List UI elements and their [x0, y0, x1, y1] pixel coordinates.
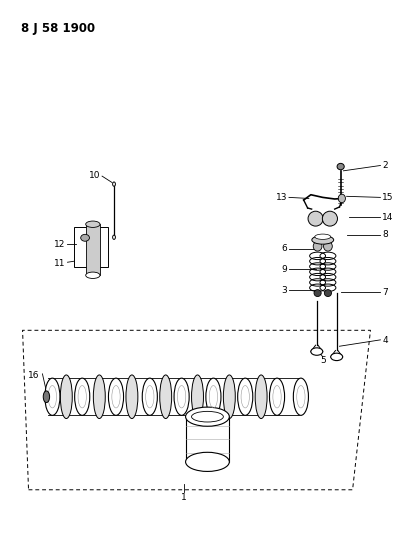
Text: 12: 12	[54, 240, 65, 249]
Text: 6: 6	[281, 245, 287, 254]
Ellipse shape	[113, 235, 115, 239]
Ellipse shape	[86, 272, 100, 278]
Bar	[186, 417, 229, 462]
Bar	[86, 224, 100, 275]
Ellipse shape	[312, 236, 334, 244]
Ellipse shape	[113, 182, 115, 186]
Bar	[74, 227, 108, 266]
Text: 2: 2	[382, 161, 388, 170]
Ellipse shape	[269, 378, 284, 415]
Ellipse shape	[43, 391, 49, 402]
Text: 9: 9	[281, 265, 287, 273]
Ellipse shape	[331, 353, 343, 361]
Text: 1: 1	[181, 493, 186, 502]
Text: 15: 15	[382, 193, 394, 202]
Ellipse shape	[160, 375, 172, 418]
Ellipse shape	[324, 289, 332, 296]
Ellipse shape	[206, 378, 221, 415]
Text: 11: 11	[53, 259, 65, 268]
Ellipse shape	[238, 378, 253, 415]
Text: 7: 7	[382, 287, 388, 296]
Ellipse shape	[311, 348, 323, 356]
Ellipse shape	[186, 407, 229, 426]
Ellipse shape	[192, 375, 203, 418]
Text: 16: 16	[28, 371, 40, 380]
Ellipse shape	[322, 211, 338, 226]
Text: 5: 5	[320, 356, 326, 365]
Ellipse shape	[255, 375, 267, 418]
Ellipse shape	[75, 378, 90, 415]
Ellipse shape	[86, 221, 100, 228]
Ellipse shape	[142, 378, 157, 415]
Ellipse shape	[126, 375, 138, 418]
Ellipse shape	[324, 241, 332, 251]
Text: 8 J 58 1900: 8 J 58 1900	[21, 22, 95, 35]
Ellipse shape	[192, 411, 223, 422]
Ellipse shape	[174, 378, 189, 415]
Ellipse shape	[186, 453, 229, 471]
Ellipse shape	[293, 378, 308, 415]
Ellipse shape	[314, 289, 321, 296]
Ellipse shape	[81, 235, 89, 241]
Ellipse shape	[315, 234, 331, 239]
Ellipse shape	[313, 241, 322, 251]
Ellipse shape	[109, 378, 124, 415]
Text: 3: 3	[281, 286, 287, 295]
Text: 8: 8	[382, 230, 388, 239]
Text: 4: 4	[382, 336, 388, 345]
Ellipse shape	[338, 194, 346, 203]
Text: 10: 10	[89, 171, 100, 180]
Ellipse shape	[223, 375, 235, 418]
Ellipse shape	[45, 378, 60, 415]
Ellipse shape	[60, 375, 72, 418]
Ellipse shape	[337, 164, 344, 169]
Text: 13: 13	[275, 193, 287, 202]
Ellipse shape	[93, 375, 105, 418]
Ellipse shape	[308, 211, 323, 226]
Text: 14: 14	[382, 213, 394, 222]
